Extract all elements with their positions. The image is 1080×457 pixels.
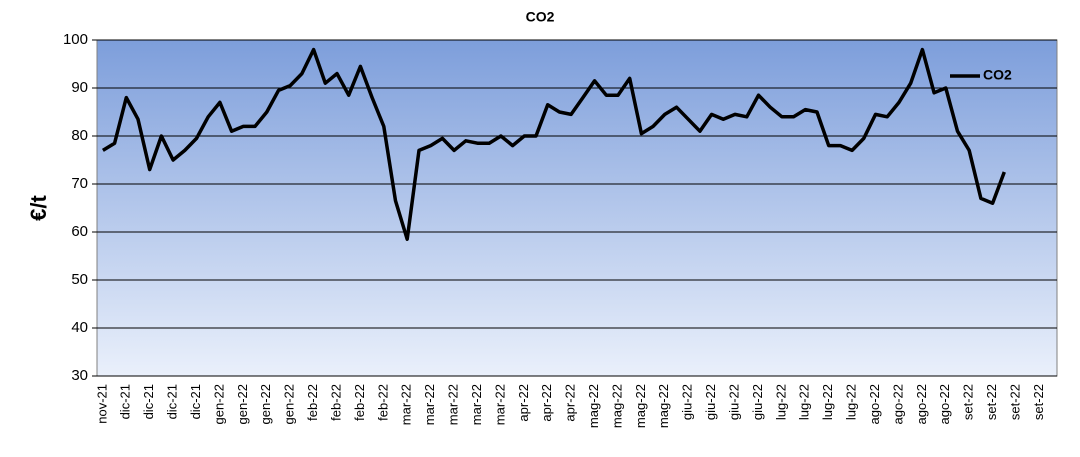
x-tick-label: dic-21	[141, 384, 156, 419]
x-tick-label: lug-22	[820, 384, 835, 420]
x-tick-label: apr-22	[516, 384, 531, 422]
x-tick-label: gen-22	[258, 384, 273, 424]
x-tick-label: ago-22	[890, 384, 905, 424]
x-tick-label: ago-22	[914, 384, 929, 424]
x-tick-label: mar-22	[469, 384, 484, 425]
x-tick-label: giu-22	[726, 384, 741, 420]
x-tick-label: mar-22	[422, 384, 437, 425]
x-tick-label: feb-22	[328, 384, 343, 421]
x-tick-label: set-22	[961, 384, 976, 420]
y-tick-label: 80	[71, 127, 88, 144]
x-tick-label: gen-22	[235, 384, 250, 424]
x-tick-label: giu-22	[680, 384, 695, 420]
y-tick-label: 70	[71, 175, 88, 192]
x-tick-label: mag-22	[633, 384, 648, 428]
x-tick-label: feb-22	[305, 384, 320, 421]
y-tick-label: 40	[71, 319, 88, 336]
x-tick-label: giu-22	[703, 384, 718, 420]
x-tick-label: nov-21	[94, 384, 109, 424]
x-tick-label: apr-22	[563, 384, 578, 422]
x-tick-label: dic-21	[188, 384, 203, 419]
x-tick-label: mag-22	[656, 384, 671, 428]
y-tick-label: 50	[71, 271, 88, 288]
x-tick-label: lug-22	[844, 384, 859, 420]
line-series	[101, 47, 1006, 241]
x-tick-label: set-22	[1007, 384, 1022, 420]
x-tick-label: lug-22	[797, 384, 812, 420]
legend-label: CO2	[983, 67, 1012, 83]
x-tick-label: feb-22	[375, 384, 390, 421]
y-tick-label: 30	[71, 367, 88, 384]
x-tick-label: lug-22	[773, 384, 788, 420]
y-tick-label: 100	[63, 31, 88, 48]
x-tick-label: gen-22	[282, 384, 297, 424]
y-tick-label: 90	[71, 79, 88, 96]
chart-title: CO2	[526, 9, 555, 25]
x-tick-label: mag-22	[609, 384, 624, 428]
x-tick-label: mar-22	[446, 384, 461, 425]
x-tick-label: dic-21	[118, 384, 133, 419]
y-tick-label: 60	[71, 223, 88, 240]
x-tick-label: set-22	[984, 384, 999, 420]
x-tick-label: ago-22	[937, 384, 952, 424]
x-tick-label: dic-21	[165, 384, 180, 419]
x-tick-label: mar-22	[492, 384, 507, 425]
x-tick-label: mar-22	[399, 384, 414, 425]
x-tick-label: ago-22	[867, 384, 882, 424]
x-tick-label: set-22	[1031, 384, 1046, 420]
x-tick-label: feb-22	[352, 384, 367, 421]
x-tick-label: giu-22	[750, 384, 765, 420]
plot-area	[96, 39, 1058, 377]
x-tick-label: gen-22	[211, 384, 226, 424]
x-tick-label: apr-22	[539, 384, 554, 422]
x-tick-label: mag-22	[586, 384, 601, 428]
y-axis-label: €/t	[26, 194, 51, 220]
